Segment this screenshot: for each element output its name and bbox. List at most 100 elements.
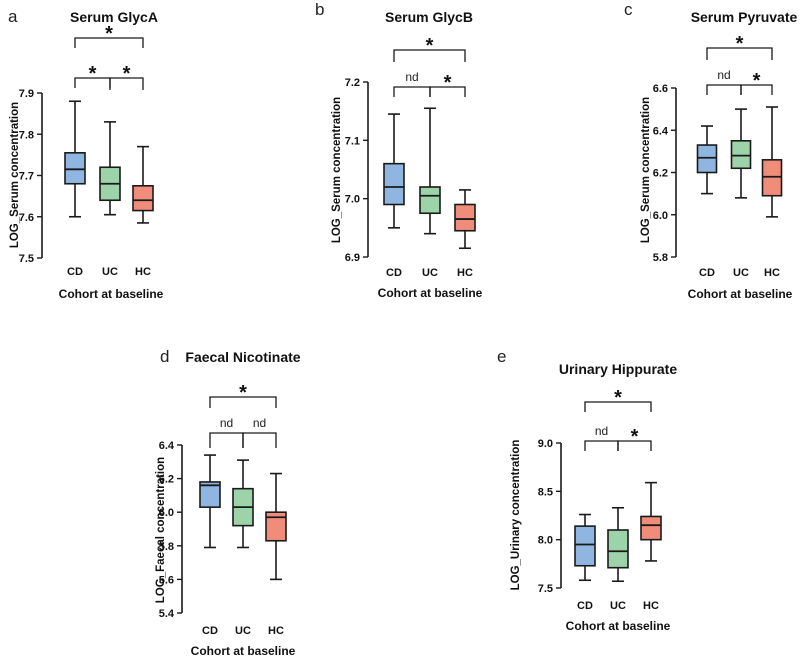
- panel-c-y-tick-label: 6.0: [653, 210, 668, 222]
- significance-label: nd: [253, 416, 266, 430]
- panel-d-x-axis-label: Cohort at baseline: [191, 644, 296, 658]
- panel-a-y-tick-label: 7.7: [19, 171, 34, 183]
- significance-bracket: [617, 440, 652, 451]
- panel-b-category-label: UC: [422, 267, 438, 279]
- panel-c-significance-cd-uc: nd: [706, 68, 742, 95]
- panel-e-category-label: HC: [643, 600, 659, 612]
- significance-label: nd: [595, 424, 608, 438]
- panel-e-title: Urinary Hippurate: [559, 361, 677, 377]
- significance-label: *: [426, 35, 434, 57]
- panel-d-y-tick-label: 6.0: [159, 507, 174, 519]
- panel-a-category-label: UC: [102, 266, 118, 278]
- box-iqr: [199, 481, 221, 508]
- panel-e-letter: e: [497, 347, 506, 366]
- panel-e-y-axis-label: LOG_Urinary concentration: [510, 440, 522, 591]
- panel-b-letter: b: [315, 0, 324, 19]
- panel-a-significance-cd-uc: *: [74, 63, 111, 88]
- panel-a-category-label: HC: [135, 266, 151, 278]
- significance-bracket: [393, 86, 431, 97]
- panel-e-significance-cd-uc: nd: [584, 424, 619, 451]
- significance-bracket: [74, 37, 144, 48]
- significance-label: *: [444, 72, 452, 94]
- panel-b-category-label: CD: [386, 267, 402, 279]
- significance-bracket: [706, 84, 742, 95]
- panel-c: c Serum Pyruvate LOG_Serum concentration Co…: [624, 0, 798, 301]
- panel-e-box-uc: [607, 506, 629, 583]
- significance-bracket: [584, 440, 619, 451]
- panel-e-y-tick-label: 7.5: [538, 583, 553, 595]
- panel-d: d Faecal Nicotinate LOG_Faecal concentrati…: [155, 347, 301, 658]
- panel-e-y-tick-label: 9.0: [538, 438, 553, 450]
- panel-c-y-tick-label: 6.2: [653, 168, 668, 180]
- panel-c-x-axis-label: Cohort at baseline: [688, 287, 793, 301]
- significance-bracket: [584, 401, 652, 412]
- panel-c-y-tick-label: 5.8: [653, 252, 668, 264]
- panel-a-box-hc: [132, 145, 154, 224]
- significance-bracket: [109, 77, 144, 90]
- panel-b-category-label: HC: [457, 267, 473, 279]
- panel-b-box-uc: [419, 107, 441, 235]
- significance-label: nd: [717, 68, 730, 82]
- panel-e: e Urinary Hippurate LOG_Urinary concentrat…: [497, 347, 677, 633]
- panel-d-significance-uc-hc: nd: [242, 416, 277, 448]
- panel-d-y-tick-label: 5.6: [159, 574, 174, 586]
- panel-a-y-tick-label: 7.9: [19, 88, 34, 100]
- box-iqr: [265, 511, 287, 542]
- panel-b-significance-cd-uc: nd: [393, 70, 431, 97]
- panel-d-y-tick-label: 6.4: [159, 440, 175, 452]
- box-iqr: [574, 525, 596, 567]
- panel-c-y-tick-label: 6.6: [653, 83, 668, 95]
- box-iqr: [419, 186, 441, 215]
- panel-c-significance-cd-hc: *: [706, 33, 773, 60]
- panel-c-category-label: CD: [699, 267, 715, 279]
- panel-a-significance-cd-hc: *: [74, 23, 144, 48]
- significance-bracket: [429, 86, 466, 97]
- panel-a: a Serum GlycA LOG_Serum concentration Cohor…: [8, 7, 164, 301]
- panel-c-box-cd: [696, 125, 718, 195]
- panel-b-y-tick-label: 7.1: [345, 135, 360, 147]
- significance-label: *: [614, 387, 622, 409]
- panel-c-category-label: UC: [733, 267, 749, 279]
- panel-d-y-tick-label: 6.2: [159, 474, 174, 486]
- panel-c-title: Serum Pyruvate: [691, 9, 798, 25]
- panel-d-y-tick-label: 5.4: [159, 608, 175, 620]
- panel-e-category-label: UC: [610, 600, 626, 612]
- significance-label: *: [239, 382, 247, 404]
- panel-b-box-hc: [454, 189, 476, 250]
- box-iqr: [64, 152, 86, 185]
- panel-a-category-label: CD: [67, 266, 83, 278]
- panel-e-significance-uc-hc: *: [617, 426, 652, 451]
- panel-e-x-axis-label: Cohort at baseline: [566, 619, 671, 633]
- panel-d-letter: d: [160, 347, 169, 366]
- panel-a-letter: a: [8, 7, 18, 26]
- panel-a-significance-uc-hc: *: [109, 63, 144, 90]
- box-iqr: [454, 203, 476, 232]
- box-iqr: [640, 515, 662, 541]
- panel-e-box-hc: [640, 481, 662, 562]
- box-iqr: [761, 159, 783, 197]
- panel-a-y-tick-label: 7.6: [19, 212, 34, 224]
- significance-label: *: [753, 70, 761, 92]
- panel-e-category-label: CD: [577, 600, 593, 612]
- panel-c-box-uc: [730, 108, 752, 199]
- panel-c-y-axis-label: LOG_Serum concentration: [640, 97, 652, 243]
- significance-bracket: [393, 49, 466, 62]
- panel-a-title: Serum GlycA: [70, 9, 158, 25]
- panel-a-box-cd: [64, 100, 86, 218]
- panel-d-category-label: UC: [235, 625, 251, 637]
- significance-label: *: [123, 63, 131, 85]
- significance-label: *: [89, 63, 97, 85]
- significance-label: nd: [220, 416, 233, 430]
- panel-c-significance-uc-hc: *: [740, 70, 773, 95]
- panel-d-category-label: CD: [202, 625, 218, 637]
- significance-bracket: [242, 432, 277, 448]
- panel-b: b Serum GlycB LOG_Serum concentration Cohor…: [315, 0, 483, 300]
- panel-e-y-tick-label: 8.5: [538, 486, 553, 498]
- panel-a-x-axis-label: Cohort at baseline: [59, 287, 164, 301]
- panel-a-y-tick-label: 7.5: [19, 253, 34, 265]
- panel-d-y-tick-label: 5.8: [159, 541, 174, 553]
- panel-d-y-axis-label: LOG_Faecal concentration: [155, 457, 167, 603]
- panel-c-letter: c: [624, 0, 633, 19]
- box-iqr: [696, 144, 718, 174]
